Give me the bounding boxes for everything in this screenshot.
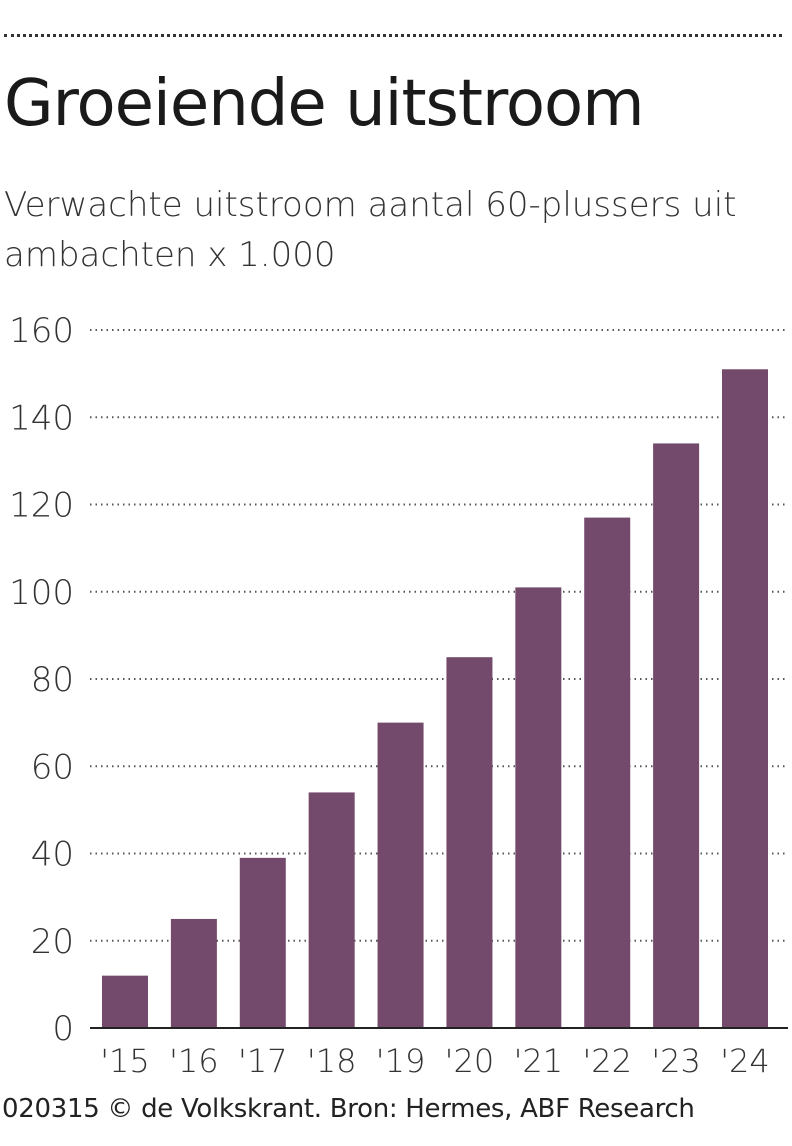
bar — [515, 587, 562, 1028]
y-tick-label: 160 — [9, 311, 74, 351]
bar — [102, 975, 148, 1028]
x-tick-label: '18 — [307, 1042, 357, 1080]
bar — [239, 857, 286, 1028]
x-tick-label: '21 — [514, 1042, 564, 1080]
bar — [584, 517, 631, 1028]
bar — [308, 792, 355, 1028]
x-tick-label: '17 — [238, 1042, 288, 1080]
x-tick-label: '24 — [720, 1042, 770, 1080]
y-tick-label: 20 — [31, 922, 74, 962]
top-dotted-rule — [4, 34, 782, 37]
bar — [653, 443, 700, 1028]
chart-subtitle: Verwachte uitstroom aantal 60-plussers u… — [4, 185, 737, 275]
bar — [446, 657, 493, 1028]
y-tick-label: 140 — [9, 398, 74, 438]
x-tick-label: '23 — [651, 1042, 701, 1080]
y-tick-label: 40 — [31, 835, 74, 875]
bar-chart: 0 20 40 60 80 100 120 140 160 '15 '16 '17 '18 '19 '20 '… — [9, 311, 788, 1080]
bar — [722, 369, 768, 1028]
y-tick-label: 120 — [9, 486, 74, 526]
x-tick-label: '20 — [445, 1042, 495, 1080]
chart-title: Groeiende uitstroom — [4, 67, 645, 141]
x-tick-label: '22 — [582, 1042, 632, 1080]
x-tick-label: '16 — [169, 1042, 219, 1080]
source-credit: 020315 © de Volkskrant. Bron: Hermes, AB… — [2, 1094, 695, 1124]
x-tick-label: '19 — [376, 1042, 426, 1080]
bar — [170, 918, 217, 1028]
y-tick-label: 80 — [31, 660, 74, 700]
x-tick-label: '15 — [100, 1042, 150, 1080]
y-tick-label: 100 — [9, 573, 74, 613]
y-tick-label: 60 — [31, 747, 74, 787]
y-tick-label: 0 — [52, 1009, 74, 1049]
bar — [377, 722, 424, 1028]
